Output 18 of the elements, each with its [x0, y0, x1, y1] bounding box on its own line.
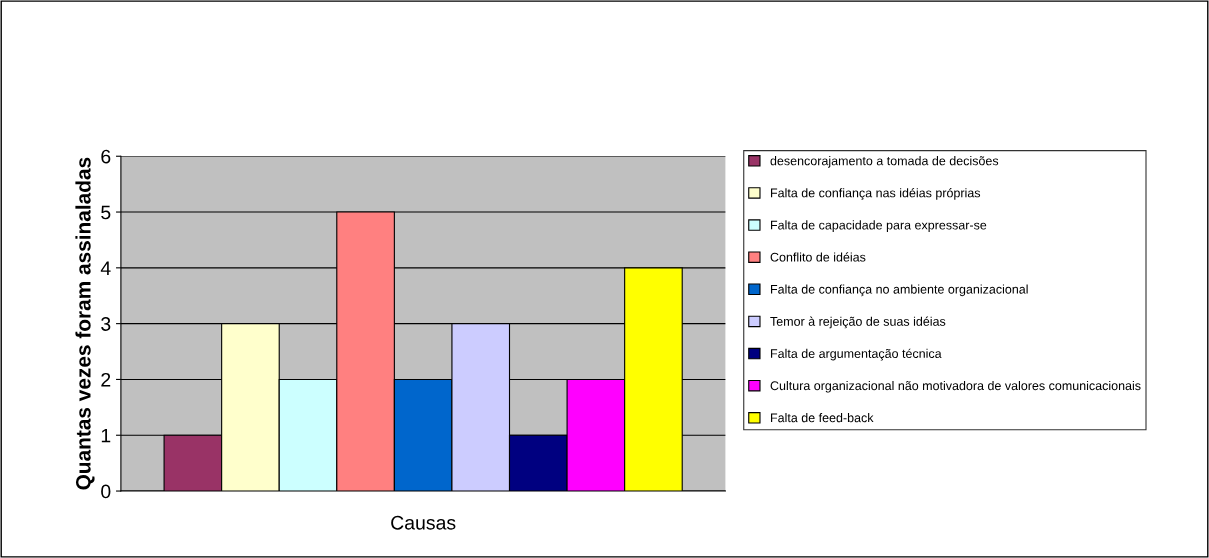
legend-label: Falta de argumentação técnica — [771, 348, 942, 361]
legend-label: Cultura organizacional não motivadora de valores comunicacionais — [770, 380, 1141, 393]
legend-label: Falta de feed-back — [771, 413, 874, 423]
y-axis-title: Quantas vezes foram assinaladas — [75, 157, 95, 490]
y-tick-label: 5 — [101, 205, 111, 220]
legend-label: Temor à rejeição de suas idéias — [770, 316, 946, 329]
legend-label: Falta de capacidade para expressar-se — [771, 220, 987, 232]
legend-label: Falta de confiança nas idéias próprias — [771, 188, 981, 200]
y-tick-label: 3 — [101, 317, 111, 331]
y-tick-label: 2 — [101, 372, 111, 387]
legend-label: Conflito de idéias — [770, 252, 866, 262]
y-tick-label: 4 — [100, 261, 111, 275]
legend-label: desencorajamento a tomada de decisões — [770, 156, 999, 168]
legend-label: Falta de confiança no ambiente organizacional — [771, 284, 1028, 297]
y-tick-label: 0 — [101, 484, 111, 499]
x-axis-title: Causas — [391, 515, 456, 530]
y-tick-label: 6 — [101, 149, 111, 164]
y-tick-label: 1 — [101, 428, 111, 443]
